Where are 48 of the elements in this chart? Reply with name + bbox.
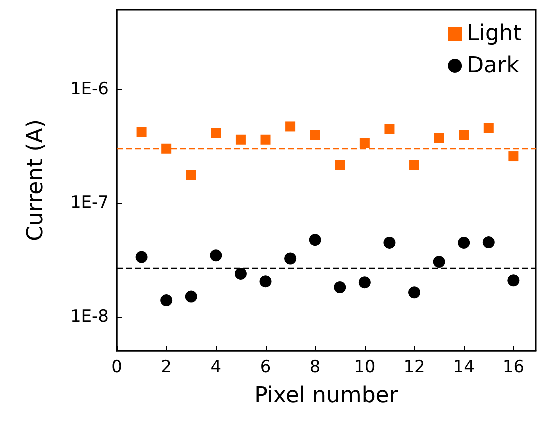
x-tick-label: 10	[354, 358, 376, 378]
x-tick-label: 0	[112, 358, 122, 378]
point	[508, 152, 519, 162]
point	[260, 276, 272, 288]
y-tick-label: 1E-6	[70, 79, 109, 100]
point	[433, 256, 446, 268]
point	[286, 122, 296, 132]
point	[484, 123, 494, 134]
legend-label: Light	[467, 22, 522, 46]
point	[186, 170, 196, 180]
x-tick-label: 14	[453, 358, 475, 378]
point	[410, 160, 420, 170]
point	[360, 138, 370, 148]
x-tick-label: 4	[210, 358, 222, 378]
legend-label: Dark	[467, 54, 520, 78]
point	[334, 281, 346, 294]
x-tick-label: 16	[502, 358, 525, 378]
x-tick-label: 2	[161, 358, 172, 378]
point	[160, 294, 173, 307]
point	[210, 250, 222, 262]
point	[459, 130, 470, 140]
x-axis-title: Pixel number	[254, 384, 400, 408]
point	[136, 251, 148, 264]
y-tick-label: 1E-7	[70, 193, 109, 214]
point	[384, 236, 396, 249]
point	[408, 286, 421, 299]
point	[310, 130, 320, 140]
point	[234, 268, 247, 280]
point	[458, 236, 470, 249]
y-axis-title: Current (A)	[24, 120, 48, 242]
x-tick-label: 8	[310, 358, 321, 378]
x-tick-label: 12	[404, 358, 426, 378]
point	[309, 234, 322, 246]
point	[284, 252, 297, 265]
point	[185, 290, 198, 303]
point	[482, 236, 495, 249]
point	[236, 134, 246, 145]
point	[508, 274, 520, 287]
point	[136, 127, 147, 138]
point	[260, 134, 271, 145]
y-tick-label: 1E-8	[70, 306, 109, 327]
x-tick-label: 6	[260, 358, 272, 378]
point	[335, 160, 346, 170]
point	[358, 276, 371, 289]
point	[162, 144, 172, 154]
point	[434, 133, 444, 144]
point	[384, 124, 395, 134]
point	[211, 128, 222, 138]
